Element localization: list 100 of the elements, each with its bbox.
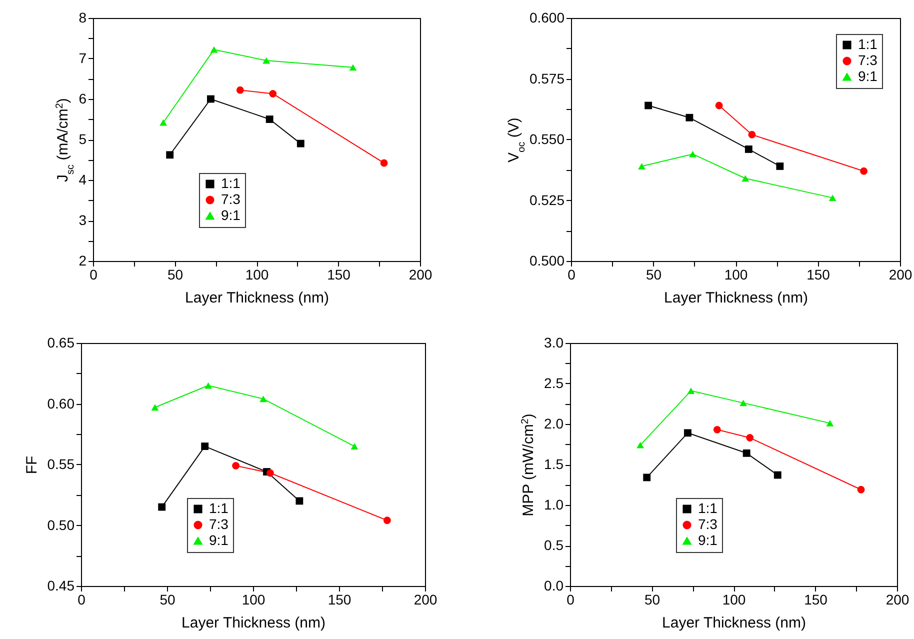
legend-label: 1:1 xyxy=(698,500,718,516)
point xyxy=(746,434,754,442)
y-tick-label: 2.0 xyxy=(544,416,564,432)
legend-label: 9:1 xyxy=(209,532,229,548)
y-tick-label: 1.0 xyxy=(544,496,564,512)
x-tick-label: 100 xyxy=(245,266,269,282)
x-tick-label: 50 xyxy=(167,266,184,282)
x-tick-label: 50 xyxy=(160,592,176,608)
y-tick-label: 0.65 xyxy=(47,334,75,350)
point xyxy=(210,46,218,53)
y-tick-label: 8 xyxy=(78,10,87,26)
legend-label: 7:3 xyxy=(221,191,241,207)
y-tick-label: 6 xyxy=(78,90,87,106)
point xyxy=(383,516,391,524)
point xyxy=(296,497,304,505)
point xyxy=(774,471,782,479)
point xyxy=(742,449,750,457)
point xyxy=(636,442,644,448)
point xyxy=(166,151,174,159)
y-tick-label: 5 xyxy=(78,131,87,147)
y-tick-label: 0.55 xyxy=(47,456,75,472)
y-tick-label: 3 xyxy=(78,212,87,228)
legend-label: 1:1 xyxy=(858,36,878,52)
point xyxy=(638,163,646,170)
y-tick-label: 0.550 xyxy=(529,131,565,147)
y-tick-label: 2 xyxy=(78,252,87,268)
point xyxy=(742,175,750,182)
x-tick-label: 200 xyxy=(408,266,432,282)
point xyxy=(266,469,274,477)
point xyxy=(232,462,240,470)
point xyxy=(349,64,357,71)
point xyxy=(715,102,723,110)
point xyxy=(201,442,209,450)
legend-label: 7:3 xyxy=(698,516,718,532)
x-tick-label: 200 xyxy=(888,266,912,282)
x-tick-label: 100 xyxy=(242,592,266,608)
x-axis-title: Layer Thickness (nm) xyxy=(662,614,806,632)
point xyxy=(643,474,651,482)
point xyxy=(151,404,159,411)
point xyxy=(262,57,270,64)
legend-label: 7:3 xyxy=(858,52,878,68)
x-tick-label: 0 xyxy=(568,266,576,282)
x-tick-label: 0 xyxy=(566,592,575,608)
point xyxy=(350,443,358,450)
legend-label: 9:1 xyxy=(698,532,718,548)
point xyxy=(686,114,694,122)
point xyxy=(204,382,212,389)
x-axis-title: Layer Thickness (nm) xyxy=(185,290,329,306)
y-tick-label: 0.600 xyxy=(529,10,565,26)
y-tick-label: 0.525 xyxy=(529,192,565,208)
point xyxy=(776,162,784,170)
legend-label: 9:1 xyxy=(221,207,241,223)
point xyxy=(158,503,166,511)
x-tick-label: 100 xyxy=(722,592,746,608)
point xyxy=(828,194,836,202)
y-tick-label: 1.5 xyxy=(544,456,564,472)
x-tick-label: 0 xyxy=(90,266,98,282)
point xyxy=(644,102,652,110)
point xyxy=(689,150,696,158)
y-tick-label: 2.5 xyxy=(544,375,564,391)
y-tick-label: 7 xyxy=(78,50,87,66)
point xyxy=(857,486,865,494)
y-tick-label: 0.50 xyxy=(47,516,75,533)
point xyxy=(826,420,834,426)
point xyxy=(744,146,752,153)
x-axis-title: Layer Thickness (nm) xyxy=(664,290,808,306)
point xyxy=(160,119,168,126)
legend-label: 1:1 xyxy=(209,500,229,516)
point xyxy=(236,86,244,94)
point xyxy=(260,396,268,402)
legend-label: 1:1 xyxy=(221,175,241,191)
point xyxy=(207,95,214,103)
x-tick-label: 200 xyxy=(886,592,910,608)
x-tick-label: 50 xyxy=(644,592,660,608)
point xyxy=(740,400,748,406)
point xyxy=(296,140,304,148)
legend-label: 7:3 xyxy=(209,516,229,532)
point xyxy=(269,90,277,98)
point xyxy=(687,388,695,394)
point xyxy=(748,130,756,138)
y-tick-label: 0.0 xyxy=(544,578,564,594)
x-tick-label: 150 xyxy=(806,266,830,282)
x-axis-title: Layer Thickness (nm) xyxy=(182,614,326,632)
point xyxy=(266,116,274,123)
x-tick-label: 50 xyxy=(646,266,662,282)
y-tick-label: 0.500 xyxy=(529,252,565,268)
y-tick-label: 0.575 xyxy=(529,70,565,86)
y-tick-label: 0.5 xyxy=(544,537,564,553)
y-tick-label: 0.45 xyxy=(47,578,75,594)
point xyxy=(684,429,692,437)
y-tick-label: 3.0 xyxy=(544,334,564,350)
y-tick-label: 0.60 xyxy=(47,395,75,412)
x-tick-label: 150 xyxy=(327,266,351,282)
y-axis-title: FF xyxy=(23,456,40,474)
x-tick-label: 200 xyxy=(414,592,438,608)
legend-label: 9:1 xyxy=(858,68,878,84)
x-tick-label: 150 xyxy=(328,592,352,608)
point xyxy=(380,159,388,167)
x-tick-label: 0 xyxy=(78,592,86,608)
y-tick-label: 4 xyxy=(78,172,87,188)
